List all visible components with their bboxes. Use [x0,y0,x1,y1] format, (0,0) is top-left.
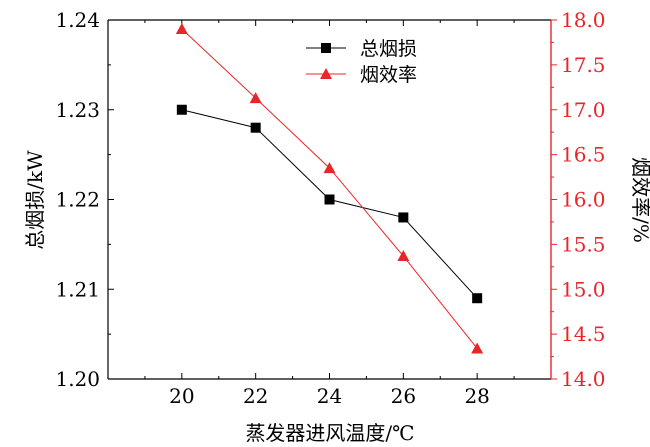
plot-frame [107,19,552,380]
data-point-triangle [249,92,262,104]
x-tick-label: 24 [317,384,342,408]
data-point-square [250,122,261,133]
y-right-tick-label: 17.5 [561,53,606,77]
y-right-tick-label: 14.0 [561,367,606,391]
y-left-tick-label: 1.22 [55,188,100,212]
data-point-triangle [175,22,188,34]
y-axis-right-title: 烟效率/% [629,157,650,243]
x-tick-label: 28 [464,384,489,408]
legend-marker-triangle [320,68,332,79]
x-tick-label: 22 [243,384,268,408]
data-point-square [176,104,187,115]
y-right-tick-label: 15.0 [561,277,606,301]
x-axis-title: 蒸发器进风温度/℃ [245,421,414,445]
data-point-square [398,212,409,223]
data-point-square [472,293,483,304]
y-left-tick-label: 1.23 [55,98,100,122]
x-tick-label: 26 [391,384,416,408]
y-axis-left-title: 总烟损/kW [23,150,47,250]
y-left-tick-label: 1.24 [55,8,100,32]
legend-label-series-1: 总烟损 [360,38,417,60]
tick-labels: 20 22 24 26 28 1.20 1.21 1.22 1.23 1.24 14.0 14.5 15… [55,8,605,408]
legend-marker-square [321,43,331,53]
legend-label-series-2: 烟效率 [360,64,417,86]
data-point-triangle [323,162,336,174]
legend: 总烟损 烟效率 [306,38,417,86]
y-right-tick-label: 17.0 [561,98,606,122]
y-left-tick-label: 1.20 [55,367,100,391]
y-right-tick-label: 14.5 [561,322,606,346]
data-point-triangle [471,342,484,354]
y-right-tick-label: 16.0 [561,188,606,212]
y-right-tick-label: 18.0 [561,8,606,32]
data-point-square [324,194,335,205]
y-right-tick-label: 15.5 [561,232,606,256]
series-layer [175,22,484,354]
data-point-triangle [397,250,410,262]
x-tick-label: 20 [169,384,194,408]
y-left-tick-label: 1.21 [55,277,100,301]
y-right-tick-label: 16.5 [561,143,606,167]
